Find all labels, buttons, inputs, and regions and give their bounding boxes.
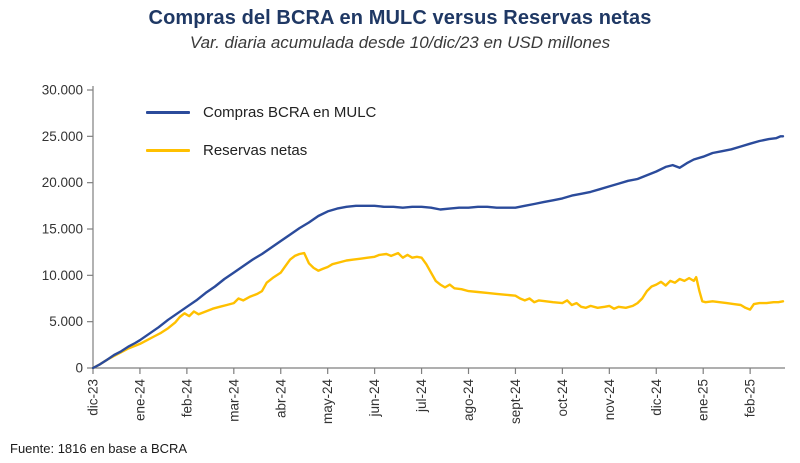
y-tick-label: 0 — [75, 361, 83, 376]
x-tick-label: ago-24 — [461, 379, 476, 422]
chart-legend: Compras BCRA en MULC Reservas netas — [146, 104, 376, 159]
y-tick-label: 25.000 — [42, 129, 83, 144]
x-tick-label: jun-24 — [367, 379, 382, 418]
y-tick-label: 20.000 — [42, 175, 83, 190]
legend-label-reservas: Reservas netas — [203, 142, 308, 159]
series-line-compras-bcra-en-mulc — [91, 135, 785, 370]
x-tick-label: abr-24 — [273, 379, 288, 419]
x-tick-label: oct-24 — [555, 379, 570, 417]
x-tick-label: ene-24 — [132, 379, 147, 422]
x-tick-label: sept-24 — [508, 379, 523, 425]
y-tick-label: 10.000 — [42, 268, 83, 283]
x-tick-label: may-24 — [320, 379, 335, 425]
x-tick-label: nov-24 — [602, 379, 617, 421]
x-tick-label: jul-24 — [414, 379, 429, 414]
chart-title: Compras del BCRA en MULC versus Reservas… — [148, 7, 652, 29]
x-tick-label: dic-23 — [86, 379, 101, 416]
x-tick-label: dic-24 — [649, 379, 664, 416]
x-tick-label: ene-25 — [696, 379, 711, 421]
legend-item-reservas: Reservas netas — [146, 142, 376, 159]
x-tick-label: feb-25 — [743, 379, 758, 417]
x-tick-label: mar-24 — [226, 379, 241, 422]
x-tick-label: feb-24 — [179, 379, 194, 418]
legend-item-compras: Compras BCRA en MULC — [146, 104, 376, 121]
legend-line-reservas-icon — [146, 149, 190, 152]
y-tick-label: 30.000 — [42, 83, 83, 98]
y-tick-label: 15.000 — [42, 222, 83, 237]
chart-subtitle: Var. diaria acumulada desde 10/dic/23 en… — [189, 33, 611, 52]
legend-line-compras-icon — [146, 111, 190, 114]
source-note: Fuente: 1816 en base a BCRA — [10, 441, 188, 456]
series-line-reservas-netas — [91, 251, 785, 370]
legend-label-compras: Compras BCRA en MULC — [203, 104, 377, 121]
y-tick-label: 5.000 — [49, 314, 83, 329]
